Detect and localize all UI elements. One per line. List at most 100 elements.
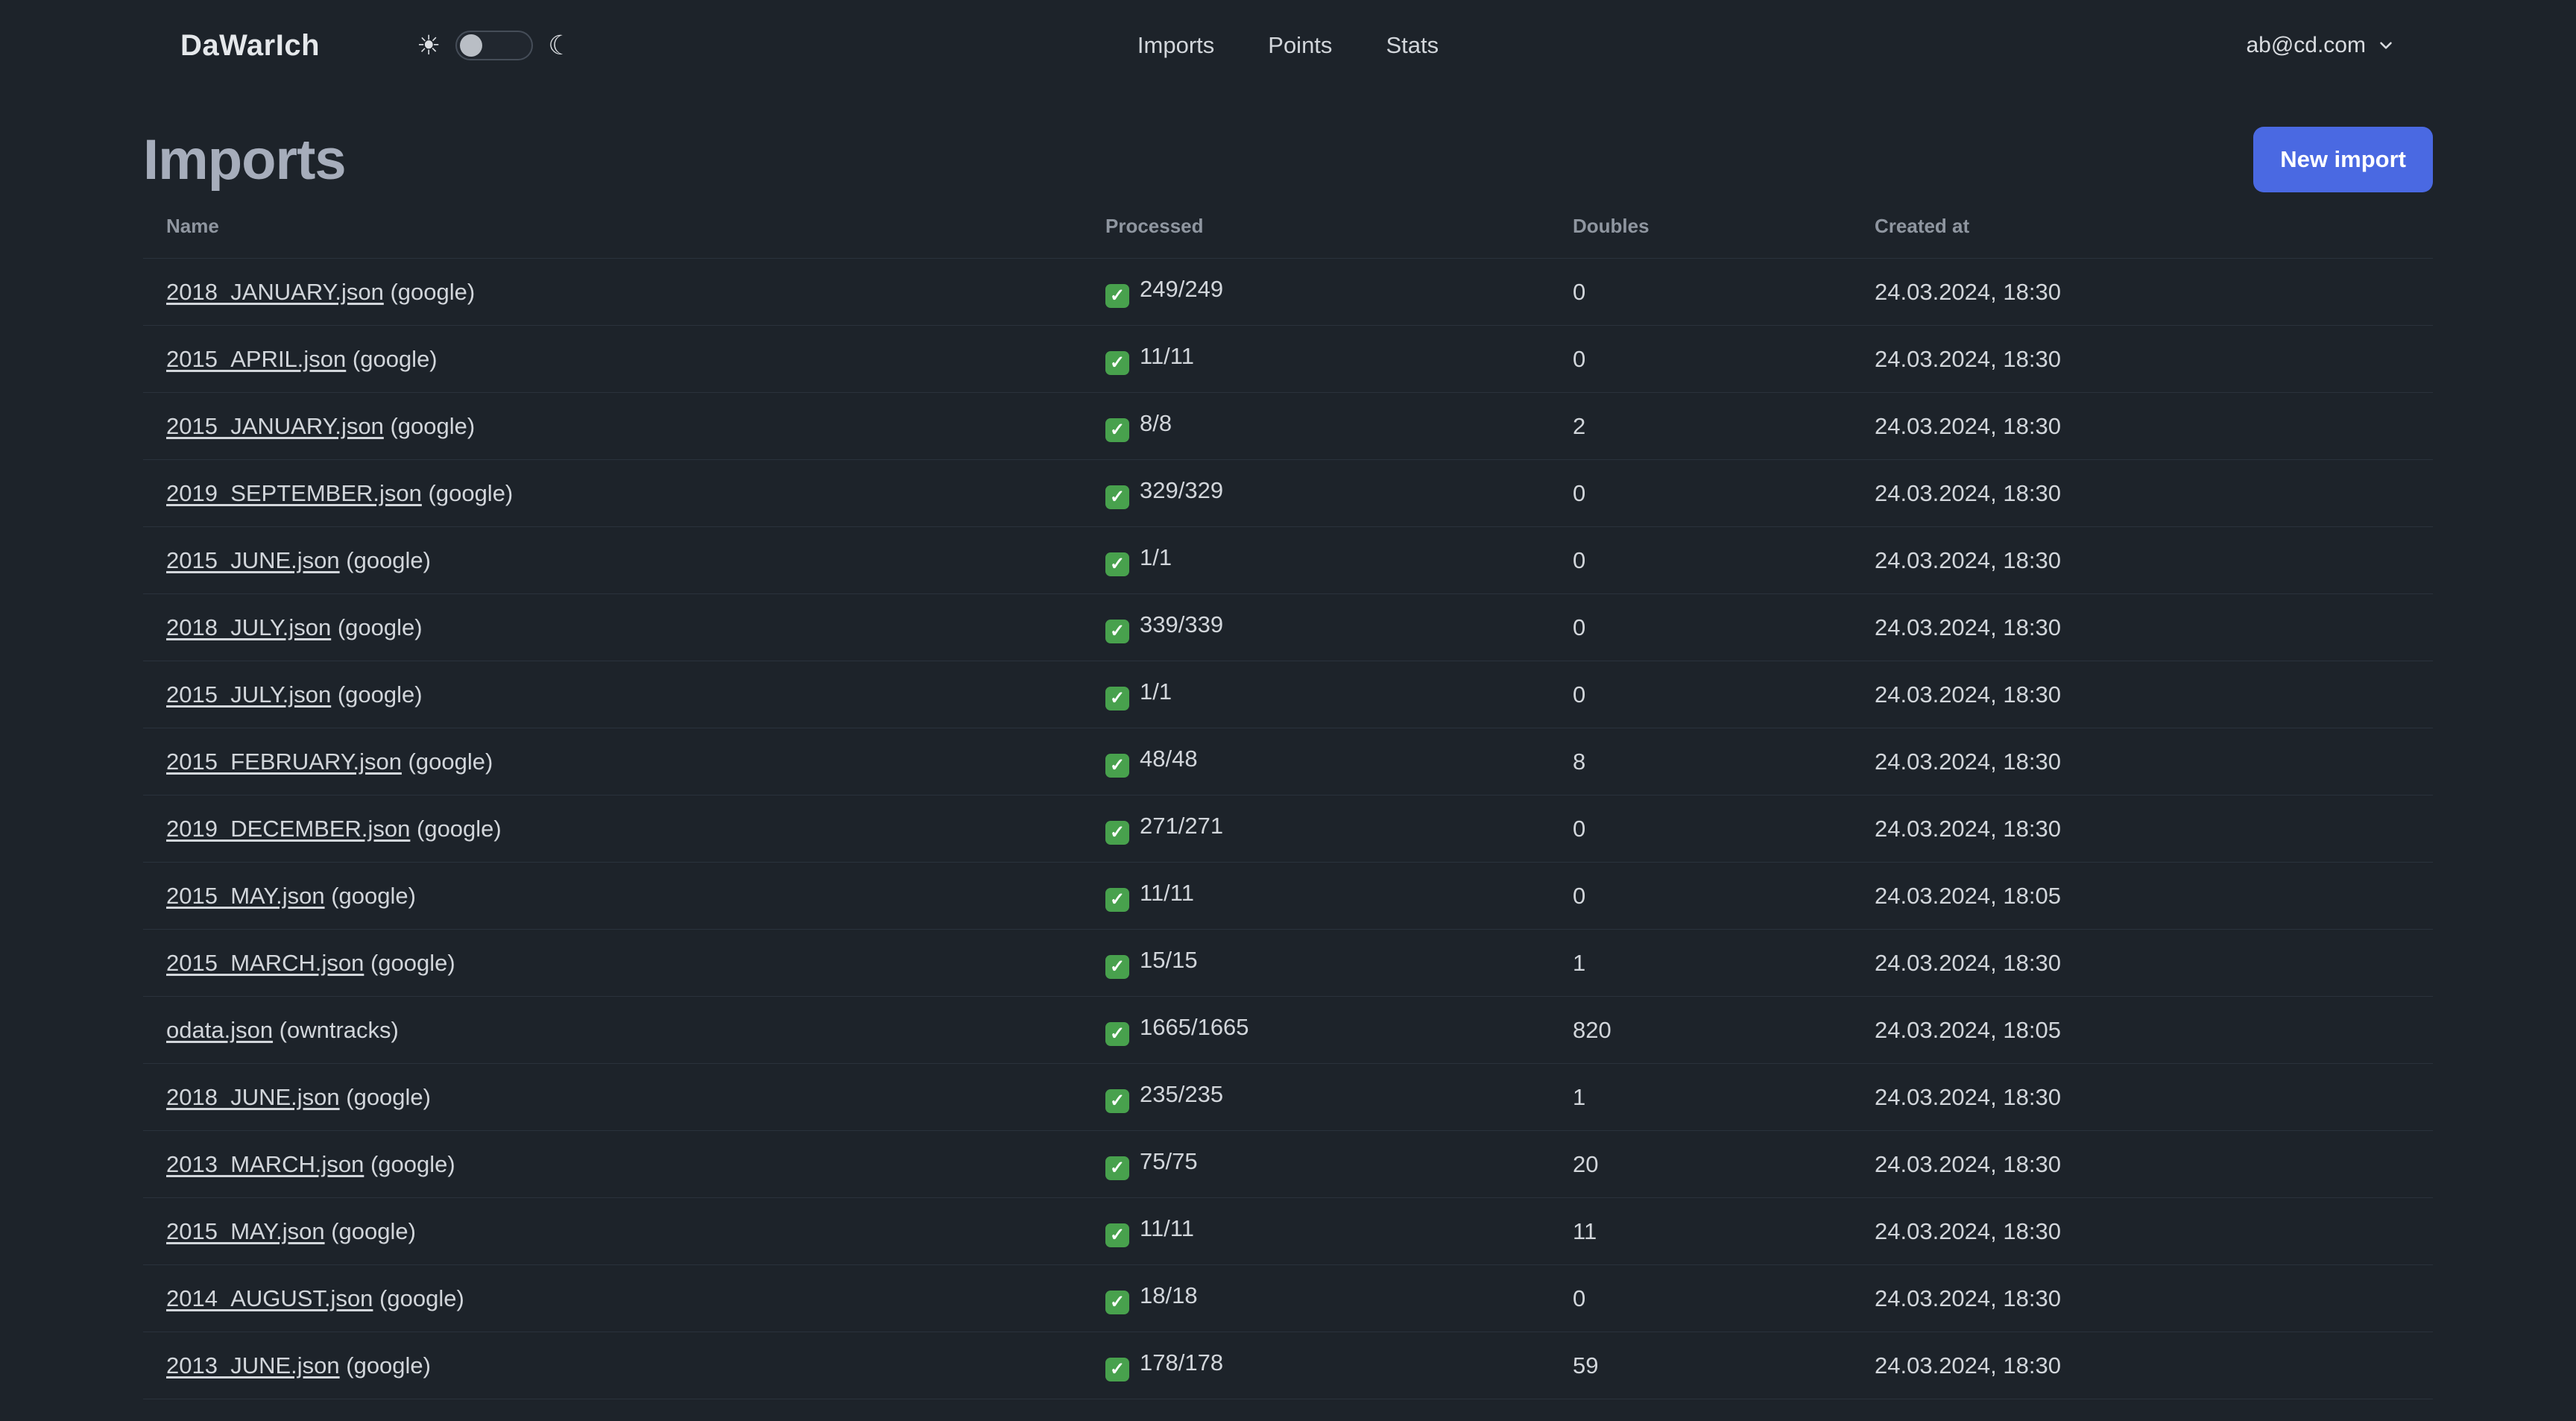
processed-cell: ✓ 249/249 xyxy=(1105,258,1573,326)
processed-cell: ✓ 18/18 xyxy=(1105,1264,1573,1332)
import-source: (google) xyxy=(410,815,502,842)
name-cell: 2015_MARCH.json (google) xyxy=(143,929,1105,997)
created-at-cell: 24.03.2024, 18:30 xyxy=(1875,795,2433,863)
created-at-cell: 24.03.2024, 18:30 xyxy=(1875,1197,2433,1265)
name-cell: 2019_DECEMBER.json (google) xyxy=(143,795,1105,863)
import-source: (google) xyxy=(339,546,431,573)
user-menu[interactable]: ab@cd.com xyxy=(2246,33,2396,58)
nav-link-imports[interactable]: Imports xyxy=(1137,32,1215,58)
processed-cell: ✓ 75/75 xyxy=(1105,1130,1573,1198)
doubles-cell: 2 xyxy=(1573,392,1875,460)
processed-count: 11/11 xyxy=(1140,343,1194,370)
doubles-cell: 0 xyxy=(1573,1264,1875,1332)
doubles-cell: 1 xyxy=(1573,1063,1875,1131)
table-row: 2015_MAY.json (google) ✓ 11/11 11 24.03.2024… xyxy=(143,1197,2433,1265)
created-at-cell: 24.03.2024, 18:30 xyxy=(1875,661,2433,728)
import-file-link[interactable]: 2018_JULY.json xyxy=(166,614,332,640)
table-row: 2019_DECEMBER.json (google) ✓ 271/271 0 24.0… xyxy=(143,795,2433,863)
import-file-link[interactable]: 2015_APRIL.json xyxy=(166,345,347,372)
nav-link-points[interactable]: Points xyxy=(1268,32,1333,58)
created-at-cell: 24.03.2024, 18:30 xyxy=(1875,728,2433,795)
doubles-cell xyxy=(1573,1399,1875,1421)
processed-count: 271/271 xyxy=(1140,813,1224,839)
name-cell: 2014_AUGUST.json (google) xyxy=(143,1264,1105,1332)
import-source: (google) xyxy=(383,278,476,305)
import-file-link[interactable]: 2015_FEBRUARY.json xyxy=(166,748,402,775)
success-check-icon: ✓ xyxy=(1105,1088,1129,1113)
success-check-icon: ✓ xyxy=(1105,753,1129,778)
created-at-cell: 24.03.2024, 18:30 xyxy=(1875,258,2433,326)
import-source: (google) xyxy=(364,1150,455,1177)
doubles-cell: 820 xyxy=(1573,996,1875,1064)
import-file-link[interactable]: 2015_MARCH.json xyxy=(166,949,364,976)
table-row: 2015_APRIL.json (google) ✓ 11/11 0 24.03.202… xyxy=(143,325,2433,393)
created-at-cell xyxy=(1875,1399,2433,1421)
processed-cell: ✓ 235/235 xyxy=(1105,1063,1573,1131)
import-source: (google) xyxy=(383,412,476,439)
processed-count: 75/75 xyxy=(1140,1148,1198,1175)
doubles-cell: 11 xyxy=(1573,1197,1875,1265)
import-file-link[interactable]: 2015_JUNE.json xyxy=(166,546,340,573)
processed-count: 1/1 xyxy=(1140,678,1172,705)
success-check-icon: ✓ xyxy=(1105,552,1129,576)
success-check-icon: ✓ xyxy=(1105,1290,1129,1314)
import-file-link[interactable]: 2013_JUNE.json xyxy=(166,1352,340,1379)
success-check-icon: ✓ xyxy=(1105,686,1129,710)
created-at-cell: 24.03.2024, 18:30 xyxy=(1875,1264,2433,1332)
table-row: 2015_FEBRUARY.json (google) ✓ 48/48 8 24.03.… xyxy=(143,728,2433,795)
import-source: (google) xyxy=(324,882,416,909)
chevron-down-icon xyxy=(2376,36,2396,55)
import-file-link[interactable]: 2014_AUGUST.json xyxy=(166,1285,373,1311)
import-file-link[interactable]: 2015_MAY.json xyxy=(166,882,325,909)
success-check-icon: ✓ xyxy=(1105,619,1129,643)
processed-count: 11/11 xyxy=(1140,1215,1194,1242)
import-file-link[interactable]: 2015_JANUARY.json xyxy=(166,412,384,439)
imports-table-body: 2018_JANUARY.json (google) ✓ 249/249 0 24.03… xyxy=(143,258,2433,1421)
table-row: 2015_JANUARY.json (google) ✓ 8/8 2 24.03.202… xyxy=(143,392,2433,460)
name-cell: 2015_MAY.json (google) xyxy=(143,1197,1105,1265)
page-title: Imports xyxy=(143,127,347,192)
import-file-link[interactable]: 2018_JUNE.json xyxy=(166,1083,340,1110)
import-file-link[interactable]: 2018_JANUARY.json xyxy=(166,278,384,305)
import-file-link[interactable]: 2019_DECEMBER.json xyxy=(166,815,411,842)
processed-cell: ✓ 11/11 xyxy=(1105,1197,1573,1265)
import-file-link[interactable]: 2015_JULY.json xyxy=(166,681,332,708)
success-check-icon: ✓ xyxy=(1105,1357,1129,1381)
processed-count: 1665/1665 xyxy=(1140,1014,1249,1041)
new-import-button[interactable]: New import xyxy=(2253,127,2433,192)
import-file-link[interactable]: odata.json xyxy=(166,1016,274,1043)
processed-cell: ✓ 1/1 xyxy=(1105,526,1573,594)
imports-table-header: Name Processed Doubles Created at xyxy=(143,215,2433,259)
import-source: (google) xyxy=(331,681,423,708)
column-header-created-at: Created at xyxy=(1875,215,2433,259)
processed-count: 339/339 xyxy=(1140,611,1224,638)
nav-link-stats[interactable]: Stats xyxy=(1386,32,1439,58)
main-content: Imports New import Name Processed Double… xyxy=(0,91,2576,1421)
processed-count: 249/249 xyxy=(1140,276,1224,303)
toggle-knob xyxy=(460,34,483,57)
name-cell: 2019_SEPTEMBER.json (google) xyxy=(143,459,1105,527)
table-row: 2014_AUGUST.json (google) ✓ 18/18 0 24.03.20… xyxy=(143,1264,2433,1332)
created-at-cell: 24.03.2024, 18:30 xyxy=(1875,459,2433,527)
imports-table: Name Processed Doubles Created at 2018_J… xyxy=(143,215,2433,1421)
import-file-link[interactable]: 2015_MAY.json xyxy=(166,1217,325,1244)
created-at-cell: 24.03.2024, 18:30 xyxy=(1875,325,2433,393)
import-file-link[interactable]: 2013_MARCH.json xyxy=(166,1150,364,1177)
doubles-cell: 0 xyxy=(1573,661,1875,728)
column-header-doubles: Doubles xyxy=(1573,215,1875,259)
success-check-icon: ✓ xyxy=(1105,485,1129,509)
import-file-link[interactable]: 2019_SEPTEMBER.json xyxy=(166,479,422,506)
navbar: DaWarIch ☀ ☾ Imports Points Stats ab@cd.… xyxy=(0,0,2576,91)
processed-cell: ✓ 329/329 xyxy=(1105,459,1573,527)
name-cell: odata.json (owntracks) xyxy=(143,996,1105,1064)
table-row: 2015_MAY.json (google) ✓ 11/11 0 24.03.2024,… xyxy=(143,862,2433,930)
processed-cell: ✓ 271/271 xyxy=(1105,795,1573,863)
table-row: 2018_JANUARY.json (google) ✓ 249/249 0 24.03… xyxy=(143,258,2433,326)
table-row: 2019_SEPTEMBER.json (google) ✓ 329/329 0 24.… xyxy=(143,459,2433,527)
name-cell xyxy=(143,1399,1105,1421)
table-row: odata.json (owntracks) ✓ 1665/1665 820 24.03… xyxy=(143,996,2433,1064)
theme-toggle-switch[interactable] xyxy=(455,31,534,60)
brand-logo[interactable]: DaWarIch xyxy=(180,28,321,62)
name-cell: 2015_JANUARY.json (google) xyxy=(143,392,1105,460)
success-check-icon: ✓ xyxy=(1105,418,1129,442)
